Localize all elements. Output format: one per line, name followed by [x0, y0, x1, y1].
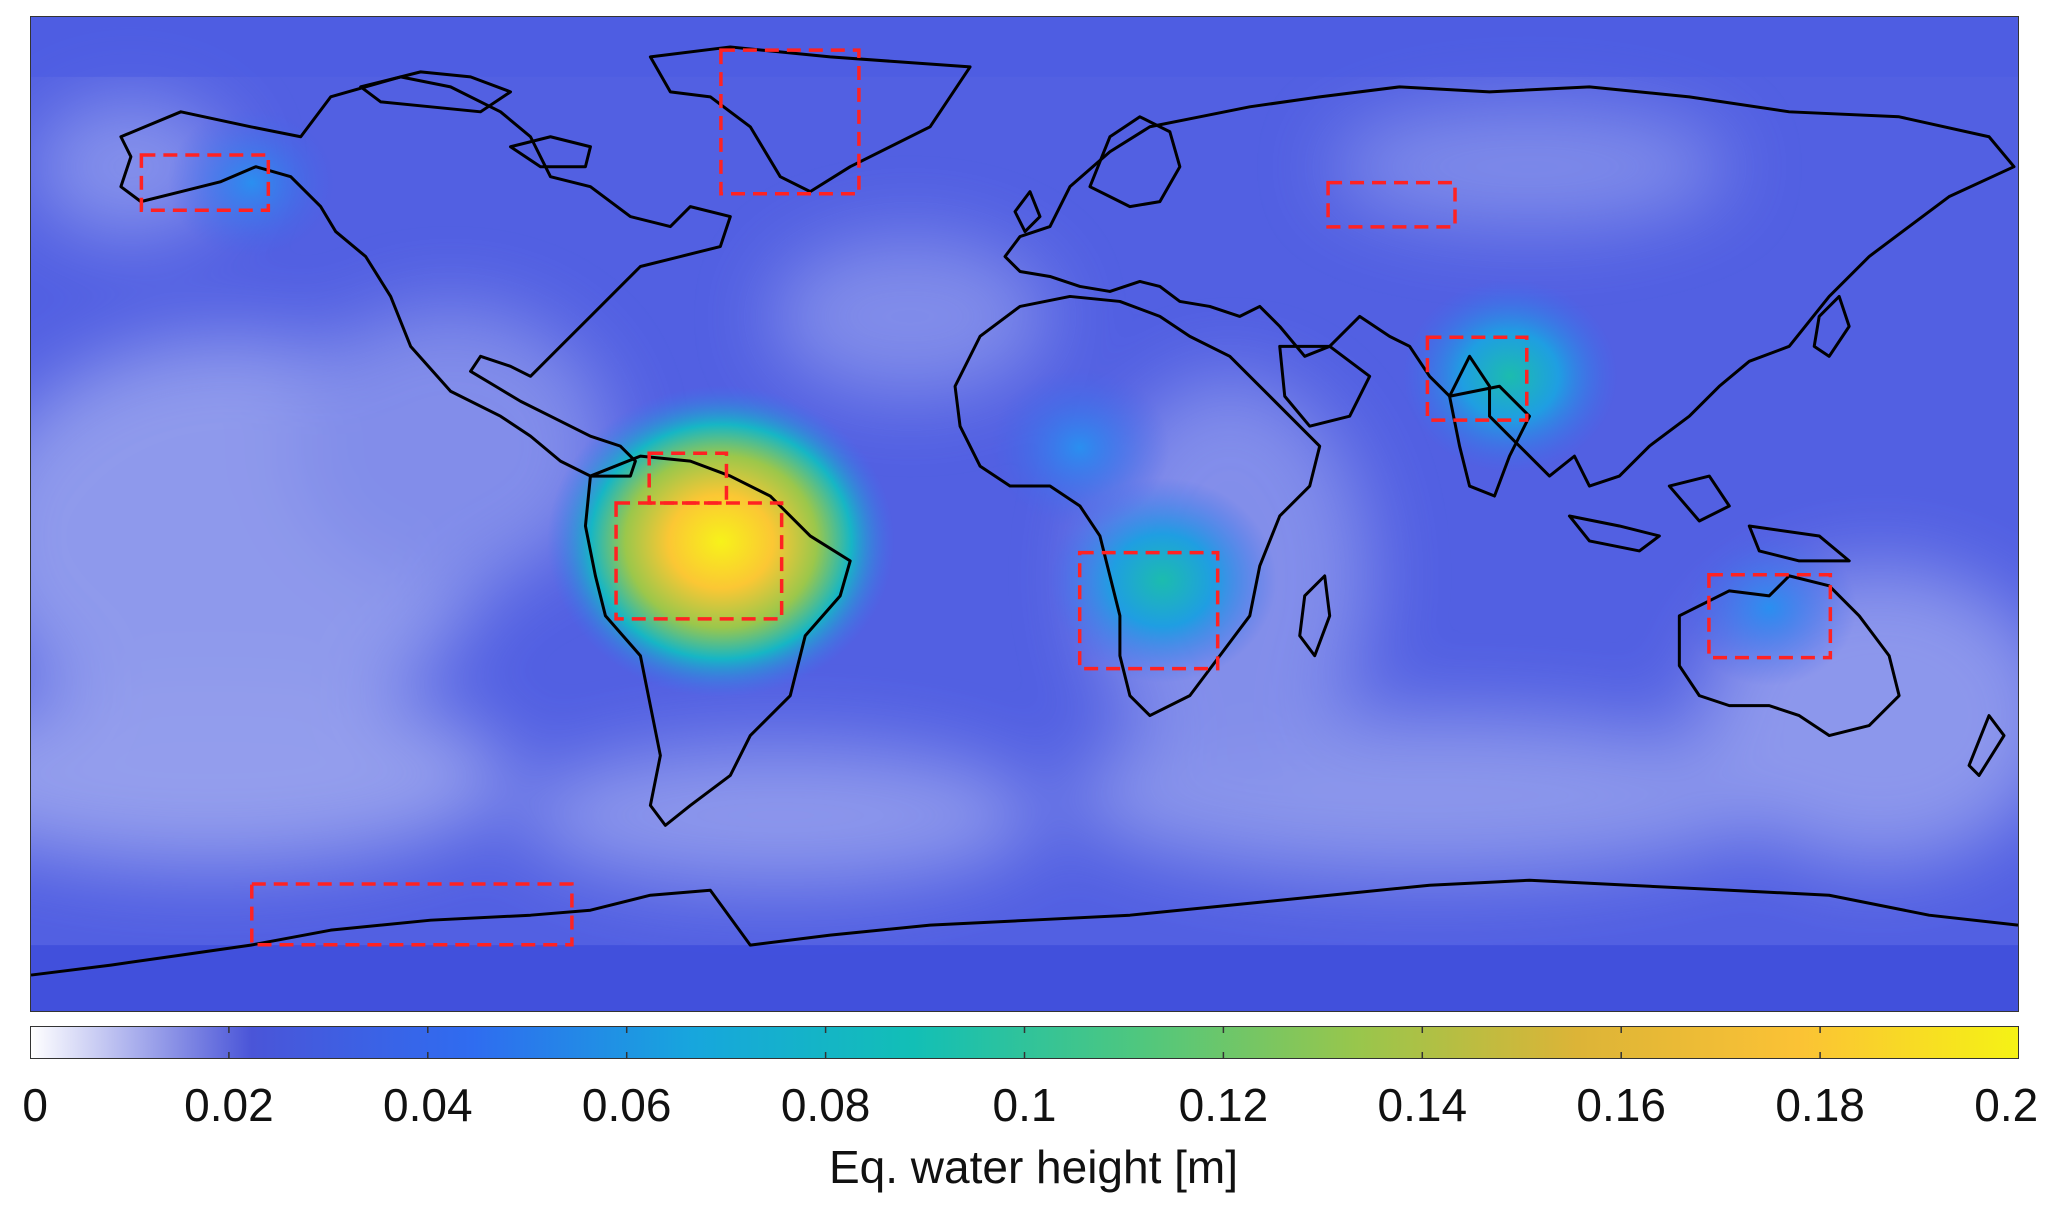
- hotspot-alaska: [167, 107, 336, 259]
- colorbar-tick-label: 0: [22, 1079, 48, 1131]
- hotspot-northern-australia: [1682, 529, 1857, 687]
- colorbar-label: Eq. water height [m]: [828, 1141, 1239, 1193]
- colorbar-tick-label: 0.06: [581, 1079, 672, 1131]
- colorbar-tick-label: 0.14: [1377, 1079, 1468, 1131]
- region-box-west-antarctica: [250, 882, 574, 947]
- hotspot-ganges-brahmaputra: [1402, 278, 1619, 473]
- colorbar-tick-label: 0.02: [184, 1079, 274, 1131]
- colorbar-tick-label: 0.04: [383, 1079, 473, 1131]
- colorbar-tick-label: 0.08: [780, 1079, 871, 1131]
- region-boxes: [139, 48, 1833, 947]
- region-box-western-siberia: [1326, 180, 1457, 229]
- colorbar-tick-label: 0.1: [992, 1079, 1057, 1131]
- hotspot-zambezi-basin: [1048, 477, 1277, 683]
- coastlines: [31, 45, 2018, 977]
- region-box-ganges: [1425, 335, 1529, 422]
- region-box-amazon: [614, 501, 784, 621]
- region-box-greenland: [719, 48, 861, 196]
- hotspot-sahel: [989, 366, 1170, 529]
- region-box-alaska: [139, 153, 271, 213]
- colorbar-tick-label: 0.18: [1775, 1079, 1865, 1131]
- region-box-zambezi: [1077, 550, 1220, 671]
- region-box-northern-australia: [1707, 572, 1833, 660]
- colorbar: [30, 1026, 2019, 1059]
- world-map: [30, 16, 2019, 1012]
- colorbar-tick-label: 0.2: [1974, 1079, 2039, 1131]
- map-canvas: [31, 17, 2018, 1011]
- colorbar-tick-label: 0.16: [1576, 1079, 1666, 1131]
- colorbar-tick-label: 0.12: [1178, 1079, 1269, 1131]
- hotspot-amazon-basin: [547, 385, 895, 698]
